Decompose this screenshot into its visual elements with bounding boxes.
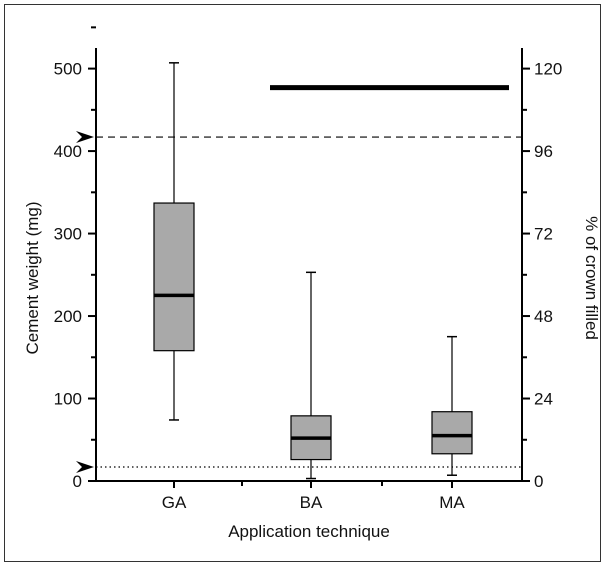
reference-arrowhead (76, 460, 94, 473)
y-tick-label: 100 (54, 390, 82, 409)
reference-lines-group (76, 131, 522, 473)
x-tick-label: GA (162, 493, 187, 512)
reference-arrowhead (76, 131, 94, 144)
y-tick-label: 0 (73, 472, 82, 491)
iqr-box (431, 411, 473, 455)
iqr-box (153, 202, 195, 352)
y2-tick-label: 0 (534, 472, 543, 491)
x-ticks-group: GA BA MA (162, 481, 465, 512)
y-tick-label: 500 (54, 60, 82, 79)
x-tick-label: BA (300, 493, 323, 512)
y-tick-label: 300 (54, 225, 82, 244)
chart-frame (4, 4, 601, 562)
right-ticks-group: 0 24 48 72 96 120 (522, 60, 562, 491)
x-axis-title: Application technique (228, 522, 390, 541)
y2-tick-label: 120 (534, 60, 562, 79)
y-axis-title: Cement weight (mg) (23, 201, 42, 354)
box-ma (431, 335, 473, 476)
y2-tick-label: 48 (534, 307, 553, 326)
y2-tick-label: 72 (534, 225, 553, 244)
boxes-group (153, 62, 473, 480)
y2-axis-title: % of crown filled (582, 216, 601, 340)
y2-tick-label: 24 (534, 390, 553, 409)
box-ga (153, 62, 195, 421)
y-tick-label: 400 (54, 142, 82, 161)
y2-tick-label: 96 (534, 142, 553, 161)
x-tick-label: MA (439, 493, 465, 512)
left-ticks-group: 0 100 200 300 400 500 (54, 26, 96, 491)
y-tick-label: 200 (54, 307, 82, 326)
box-ba (290, 271, 332, 480)
